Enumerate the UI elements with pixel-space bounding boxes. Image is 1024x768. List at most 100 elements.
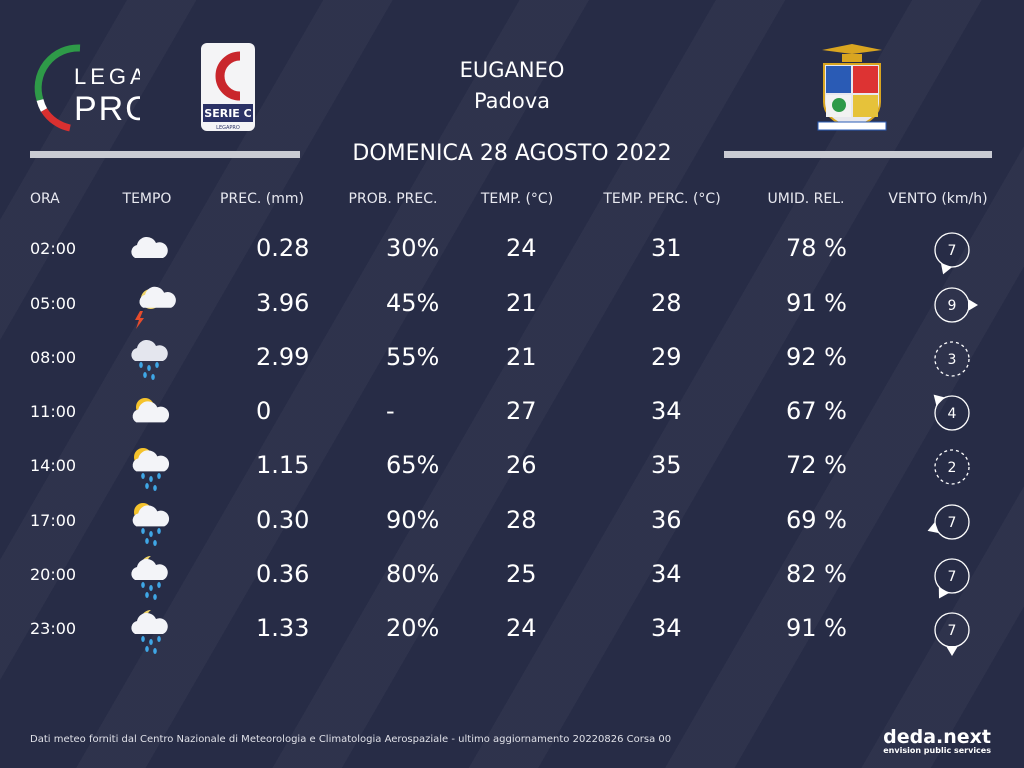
rain-drop [141, 473, 145, 479]
rain-drop [141, 636, 145, 642]
crest-crown [842, 54, 862, 62]
time: 11:00 [30, 402, 77, 421]
brand-name: deda.next [883, 726, 991, 748]
rain-drop [157, 582, 161, 588]
perceived-temp: 34 [651, 560, 682, 588]
rain-drop [157, 636, 161, 642]
weather-icon [132, 448, 170, 491]
precipitation: 2.99 [256, 343, 310, 371]
precipitation: 0.36 [256, 560, 310, 588]
cloud [131, 339, 168, 361]
rain-drop [157, 473, 161, 479]
rain-drop [149, 639, 153, 645]
rain-drop [145, 592, 149, 598]
wind-circle [934, 504, 970, 540]
divider [30, 151, 300, 158]
cloud [131, 612, 168, 634]
station-name: EUGANEO [459, 58, 565, 82]
logo-text: LEGAPRO [216, 125, 240, 131]
rain-drop [139, 362, 143, 368]
rain-drop [145, 646, 149, 652]
humidity: 78 % [786, 234, 847, 262]
temperature: 27 [506, 397, 537, 425]
humidity: 92 % [786, 343, 847, 371]
city-name: Padova [473, 89, 551, 113]
perceived-temp: 34 [651, 397, 682, 425]
wind-indicator: 7 [934, 558, 970, 599]
temperature: 25 [506, 560, 537, 588]
humidity: 91 % [786, 289, 847, 317]
weather-icon [132, 503, 170, 546]
temperature: 24 [506, 614, 537, 642]
wind-arrow [927, 521, 940, 534]
weather-icon [131, 555, 168, 600]
temperature: 21 [506, 289, 537, 317]
probability: 30% [386, 234, 440, 262]
probability: 90% [386, 506, 440, 534]
temperature: 26 [506, 451, 537, 479]
precipitation: 3.96 [256, 289, 310, 317]
cloud [131, 558, 168, 580]
precipitation: 0.30 [256, 506, 310, 534]
probability: - [386, 397, 395, 425]
rain-drop [153, 594, 157, 600]
wind-speed: 4 [948, 406, 957, 422]
time: 23:00 [30, 619, 77, 638]
rain-drop [145, 538, 149, 544]
humidity: 82 % [786, 560, 847, 588]
crest-eagle [822, 44, 882, 54]
wind-indicator: 7 [934, 232, 970, 275]
column-header: PROB. PREC. [348, 191, 438, 207]
rain-drop [153, 648, 157, 654]
perceived-temp: 36 [651, 506, 682, 534]
rain-drop [141, 582, 145, 588]
column-header: VENTO (km/h) [888, 191, 988, 207]
humidity: 72 % [786, 451, 847, 479]
wind-indicator: 7 [927, 504, 970, 540]
rain-drop [147, 365, 151, 371]
wind-speed: 7 [948, 623, 957, 639]
weather-icon [135, 286, 176, 329]
wind-indicator: 2 [934, 449, 970, 485]
rain-drop [155, 362, 159, 368]
rain-drop [149, 585, 153, 591]
weather-icon [132, 398, 170, 423]
crest-quarter [853, 95, 878, 117]
probability: 20% [386, 614, 440, 642]
rain-drop [143, 372, 147, 378]
wind-arrow [938, 586, 950, 599]
perceived-temp: 28 [651, 289, 682, 317]
wind-speed: 3 [948, 352, 957, 368]
time: 14:00 [30, 456, 77, 475]
rain-drop [153, 540, 157, 546]
logo-text: LEGA [74, 64, 140, 89]
logo-arc-green [34, 44, 81, 102]
wind-speed: 7 [948, 243, 957, 259]
column-header: TEMP. PERC. (°C) [603, 191, 721, 207]
rain-drop [151, 374, 155, 380]
weather-icon [131, 339, 168, 380]
wind-indicator: 9 [934, 287, 978, 323]
wind-circle [934, 558, 970, 594]
temperature: 28 [506, 506, 537, 534]
column-header: TEMPO [122, 191, 172, 207]
time: 05:00 [30, 294, 77, 313]
cloud [131, 236, 168, 258]
column-header: TEMP. (°C) [480, 191, 554, 207]
wind-circle [934, 232, 970, 268]
time: 17:00 [30, 511, 77, 530]
precipitation: 1.15 [256, 451, 310, 479]
time: 08:00 [30, 348, 77, 367]
logo-text: PRO [74, 90, 140, 128]
wind-speed: 9 [948, 298, 957, 314]
brand: deda.next envision public services [883, 726, 991, 756]
probability: 55% [386, 343, 440, 371]
column-header: PREC. (mm) [220, 191, 304, 207]
wind-speed: 2 [948, 460, 957, 476]
wind-indicator: 7 [934, 612, 970, 656]
rain-drop [153, 485, 157, 491]
crest-motto [817, 121, 887, 131]
perceived-temp: 35 [651, 451, 682, 479]
wind-indicator: 4 [933, 394, 970, 431]
